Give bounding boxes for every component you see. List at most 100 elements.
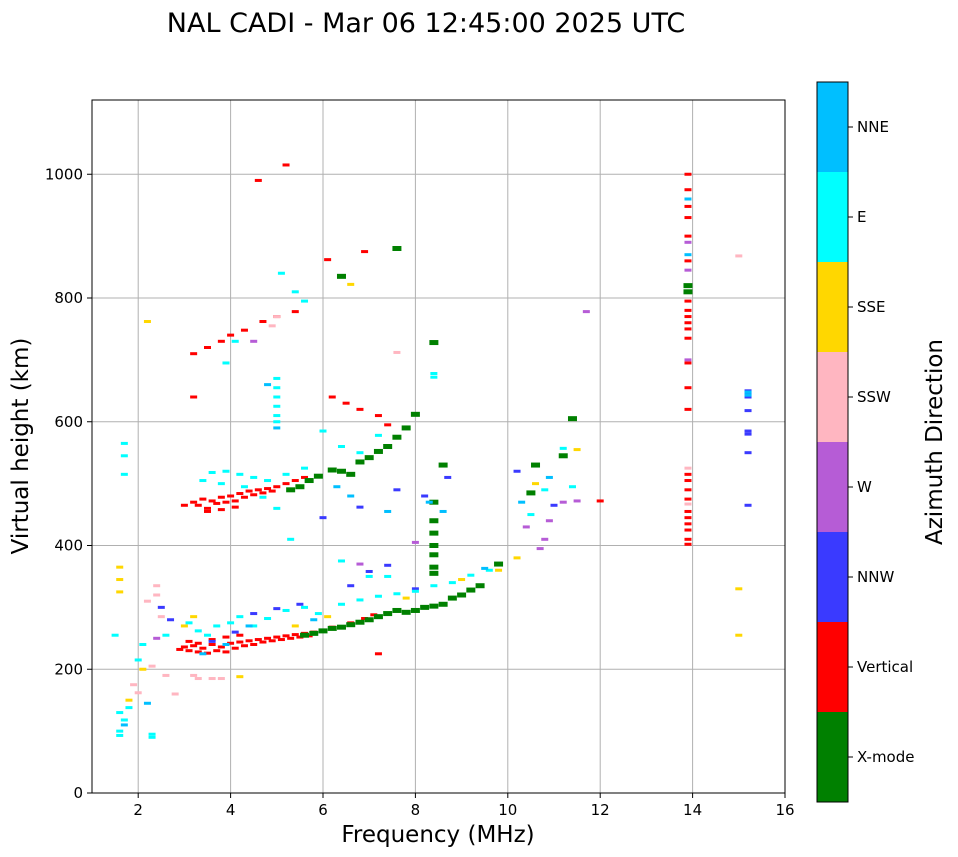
data-point [481, 566, 489, 570]
data-point [120, 454, 128, 458]
data-point [527, 513, 535, 517]
data-point [231, 339, 239, 343]
data-point [365, 574, 373, 578]
data-point [282, 608, 290, 612]
data-point [116, 590, 124, 594]
data-point [684, 522, 692, 526]
data-point [735, 633, 743, 637]
data-point [374, 414, 382, 418]
data-point [356, 407, 364, 411]
data-point [684, 253, 692, 257]
data-point [393, 488, 401, 492]
data-point [185, 621, 193, 625]
data-point [116, 578, 124, 582]
data-point [336, 273, 346, 279]
data-point [204, 346, 211, 349]
y-tick-label: 0 [73, 784, 83, 802]
data-point [282, 163, 290, 167]
data-point [545, 475, 553, 479]
data-point [411, 587, 419, 591]
data-point [240, 328, 248, 332]
data-point [573, 499, 581, 503]
data-point [327, 467, 337, 473]
data-point [475, 583, 485, 589]
data-point [684, 472, 692, 476]
data-point [684, 240, 692, 244]
data-point [684, 172, 692, 176]
data-point [447, 595, 457, 601]
data-point [550, 503, 558, 507]
data-point [213, 501, 221, 505]
colorbar-segment [817, 82, 848, 172]
data-point [273, 635, 281, 639]
data-point [356, 562, 364, 566]
data-point [296, 602, 304, 606]
data-point [458, 578, 466, 582]
data-point [541, 537, 549, 541]
y-tick-label: 200 [54, 660, 83, 678]
data-point [518, 500, 526, 504]
data-point [296, 635, 304, 639]
data-point [250, 612, 258, 616]
y-tick-label: 600 [54, 413, 83, 431]
data-point [683, 289, 693, 295]
data-point [559, 500, 567, 504]
colorbar-segment [817, 172, 848, 262]
x-axis-label: Frequency (MHz) [341, 822, 534, 848]
data-point [259, 320, 267, 324]
data-point [190, 673, 198, 677]
data-point [143, 320, 151, 324]
data-point [429, 499, 439, 505]
data-point [684, 497, 692, 501]
data-point [383, 444, 393, 449]
data-point [684, 488, 692, 492]
data-point [236, 675, 244, 679]
data-point [236, 615, 244, 619]
y-tick-label: 800 [54, 289, 83, 307]
data-point [365, 569, 373, 573]
data-point [305, 634, 313, 638]
data-point [392, 246, 402, 251]
data-point [264, 636, 272, 640]
data-point [596, 499, 604, 503]
series-w [153, 240, 692, 640]
data-point [208, 638, 216, 642]
data-point [438, 601, 448, 607]
data-point [355, 619, 365, 625]
data-point [314, 612, 322, 616]
data-point [227, 641, 235, 645]
data-point [401, 609, 411, 615]
series-e [111, 271, 576, 739]
data-point [522, 525, 530, 529]
data-point [254, 178, 262, 182]
data-point [236, 633, 244, 637]
data-point [259, 495, 267, 499]
colorbar-tick-label: W [857, 478, 872, 496]
data-point [684, 528, 692, 532]
data-point [536, 547, 544, 551]
data-point [148, 664, 156, 668]
data-point [120, 718, 128, 722]
data-point [273, 414, 281, 418]
data-point [744, 432, 752, 436]
data-point [370, 613, 378, 617]
data-point [361, 617, 369, 621]
data-point [384, 423, 392, 427]
data-point [421, 494, 429, 498]
data-point [309, 630, 319, 636]
data-point [222, 643, 230, 646]
data-point [120, 441, 128, 445]
data-point [384, 509, 392, 513]
data-point [194, 641, 202, 645]
data-point [245, 639, 253, 643]
data-point [319, 429, 327, 433]
data-point [268, 324, 276, 328]
data-point [227, 494, 235, 498]
data-point [744, 395, 752, 399]
colorbar-tick-label: NNE [857, 118, 889, 136]
plot-border [91, 99, 786, 794]
data-point [327, 625, 337, 631]
data-point [683, 283, 693, 289]
data-point [148, 735, 156, 739]
data-point [208, 499, 216, 503]
